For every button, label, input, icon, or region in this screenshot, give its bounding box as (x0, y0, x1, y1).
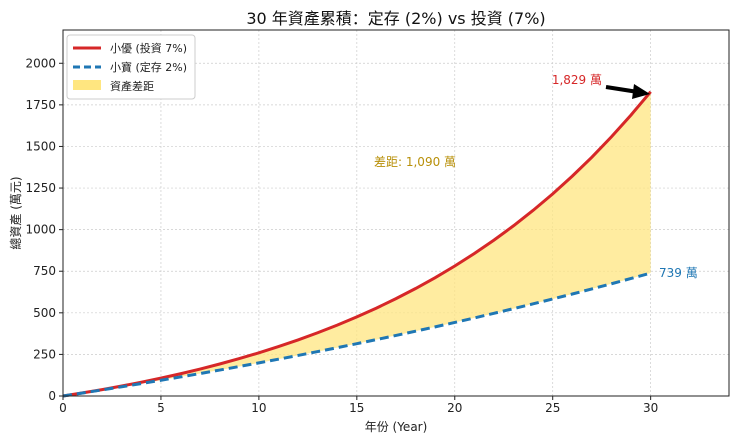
chart-title: 30 年資產累積：定存 (2%) vs 投資 (7%) (246, 9, 545, 28)
x-tick-label: 10 (251, 401, 266, 415)
x-tick-label: 30 (643, 401, 658, 415)
legend-label-save: 小寶 (定存 2%) (110, 60, 187, 74)
y-tick-label: 1250 (25, 181, 56, 195)
x-tick-label: 15 (349, 401, 364, 415)
legend-label-invest: 小優 (投資 7%) (110, 41, 187, 55)
y-tick-label: 1000 (25, 223, 56, 237)
save-series-line (62, 271, 652, 398)
y-tick-label: 750 (33, 264, 56, 278)
legend: 小優 (投資 7%) 小寶 (定存 2%) 資產差距 (66, 34, 196, 100)
save-end-annotation: 739 萬 (659, 266, 698, 280)
y-tick-label: 500 (33, 306, 56, 320)
gap-annotation: 差距: 1,090 萬 (374, 155, 456, 169)
plot-frame (62, 29, 730, 397)
x-tick-label: 0 (59, 401, 67, 415)
x-tick-label: 5 (157, 401, 165, 415)
x-axis-label: 年份 (Year) (365, 420, 428, 434)
arrow-icon (605, 84, 650, 99)
y-tick-label: 1750 (25, 98, 56, 112)
legend-label-gap: 資產差距 (110, 79, 154, 93)
y-axis-label: 總資產 (萬元) (8, 176, 23, 249)
gap-fill-area (63, 91, 651, 396)
invest-end-annotation: 1,829 萬 (552, 73, 602, 87)
y-tick-label: 250 (33, 347, 56, 361)
y-tick-label: 0 (48, 389, 56, 403)
x-tick-label: 20 (447, 401, 462, 415)
x-tick-label: 25 (545, 401, 560, 415)
y-tick-label: 2000 (25, 56, 56, 70)
y-tick-label: 1500 (25, 139, 56, 153)
invest-series-line (62, 90, 652, 398)
legend-swatch-gap (73, 80, 101, 90)
